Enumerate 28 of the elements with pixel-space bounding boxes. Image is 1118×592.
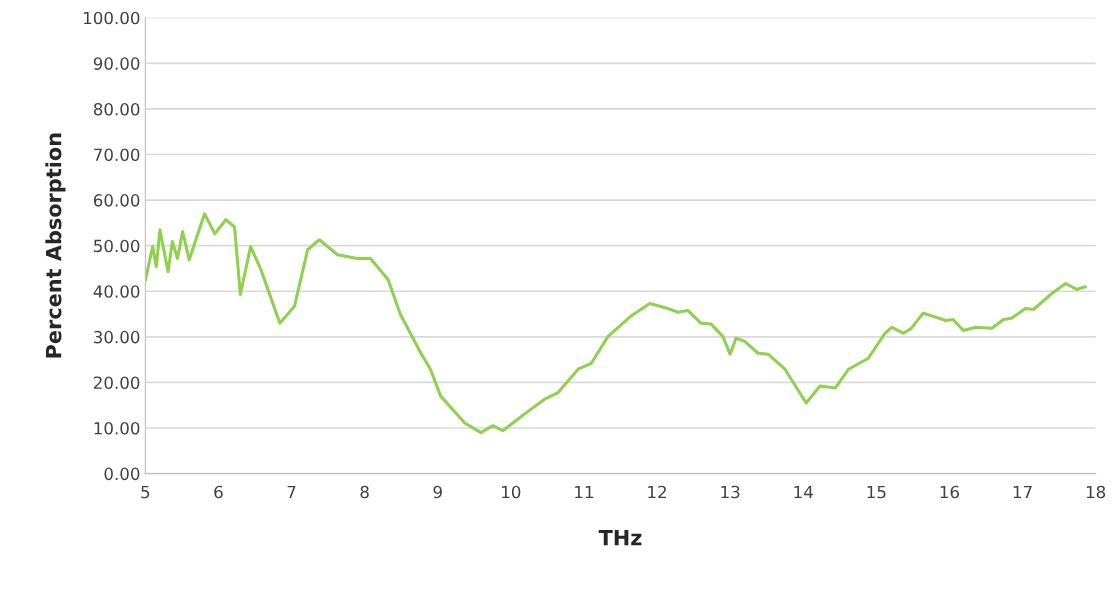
y-tick-label: 60.00 — [93, 194, 140, 207]
y-tick-label: 100.00 — [83, 11, 140, 25]
y-tick-label: 30.00 — [94, 330, 140, 344]
y-tick-label: 40.00 — [93, 285, 140, 298]
y-tick-label: 50.00 — [94, 239, 140, 253]
y-tick-label: 70.00 — [94, 148, 140, 162]
x-axis-title: THz — [598, 529, 642, 546]
x-tick-label: 9 — [433, 485, 442, 499]
y-tick-label: 20.00 — [93, 376, 140, 389]
x-tick-label: 17 — [1013, 485, 1032, 499]
x-tick-label: 11 — [575, 485, 593, 499]
y-tick-label: 0.00 — [104, 467, 140, 481]
x-tick-label: 12 — [648, 485, 666, 499]
y-tick-label: 10.00 — [94, 421, 140, 435]
x-tick-label: 14 — [794, 485, 813, 499]
y-tick-label: 90.00 — [93, 57, 140, 70]
y-tick-label: 80.00 — [93, 102, 140, 116]
y-axis-title: Percent Absorption — [45, 133, 66, 358]
x-tick-label: 6 — [214, 485, 223, 499]
x-tick-label: 5 — [141, 485, 150, 499]
x-tick-label: 16 — [940, 485, 959, 499]
x-tick-label: 7 — [287, 485, 296, 499]
x-tick-label: 13 — [721, 485, 740, 499]
x-tick-label: 10 — [502, 485, 521, 499]
x-tick-label: 15 — [867, 485, 886, 499]
x-tick-label: 18 — [1086, 485, 1106, 499]
x-tick-label: 8 — [360, 485, 369, 499]
line-series — [145, 212, 1087, 435]
